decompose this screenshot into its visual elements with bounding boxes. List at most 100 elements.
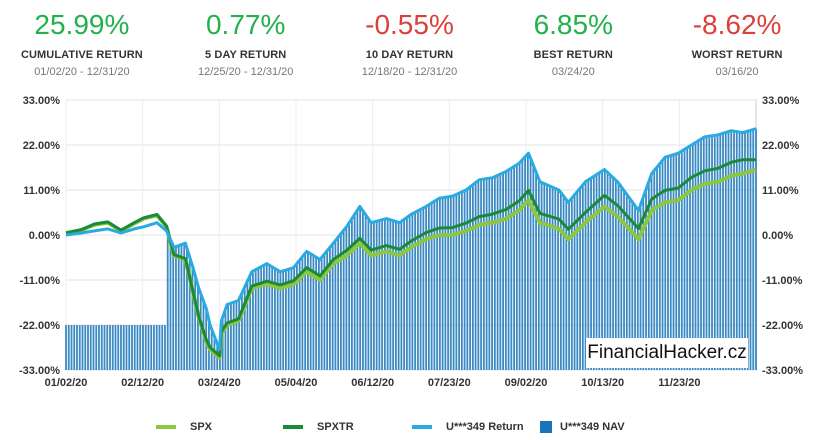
nav-bar (95, 325, 98, 370)
legend-swatch-return (412, 425, 432, 429)
nav-bar (337, 237, 340, 370)
y-tick-label-right: -11.00% (762, 275, 803, 287)
nav-bar (87, 325, 89, 370)
nav-bar (153, 325, 155, 370)
y-tick-label-left: 33.00% (23, 95, 61, 107)
nav-bar (397, 222, 400, 370)
nav-bar (667, 156, 669, 370)
nav-bar (359, 206, 362, 370)
nav-bar (372, 221, 375, 370)
nav-bar (227, 304, 230, 370)
nav-bar (361, 210, 364, 370)
x-tick-label: 05/04/20 (275, 377, 318, 389)
legend-item-spxtr[interactable]: SPXTR (283, 418, 354, 436)
nav-bar (356, 210, 359, 370)
nav-bar (543, 183, 546, 370)
nav-bar (669, 155, 672, 370)
nav-bar (405, 217, 408, 370)
nav-bar (612, 177, 614, 370)
nav-bar (114, 325, 117, 370)
stat-period: 12/18/20 - 12/31/20 (361, 66, 458, 78)
nav-bar (513, 166, 515, 370)
stat-cumulative-return: 25.99% CUMULATIVE RETURN 01/02/20 - 12/3… (0, 0, 164, 79)
y-tick-label-right: 33.00% (762, 95, 800, 107)
nav-bar (265, 263, 268, 370)
nav-bar (466, 188, 469, 370)
nav-bar (197, 285, 199, 370)
nav-bar (444, 197, 447, 370)
nav-bar (623, 190, 625, 370)
nav-bar (529, 158, 532, 370)
nav-bar (147, 325, 150, 370)
legend-item-u349-nav[interactable]: U***349 NAV (540, 418, 625, 436)
nav-bar (414, 212, 417, 370)
nav-bar (296, 263, 298, 370)
nav-bar (133, 325, 136, 370)
stat-label: WORST RETURN (691, 49, 783, 61)
nav-bar (235, 301, 238, 370)
x-tick-label: 02/12/20 (121, 377, 164, 389)
nav-bar (469, 186, 472, 370)
nav-bar (526, 153, 529, 370)
legend-label: U***349 NAV (560, 421, 625, 433)
nav-bar (260, 266, 263, 370)
nav-bar (408, 215, 411, 370)
legend-item-u349-return[interactable]: U***349 Return (412, 418, 524, 436)
nav-bar (323, 254, 326, 370)
nav-bar (98, 325, 100, 370)
nav-bar (584, 181, 587, 370)
nav-bar (194, 275, 197, 370)
nav-bar (502, 172, 504, 370)
nav-bar (427, 204, 430, 370)
stat-value: 6.85% (533, 9, 613, 40)
legend-label: SPX (190, 421, 213, 433)
stat-value: 0.77% (205, 9, 286, 40)
nav-bar (353, 214, 356, 370)
nav-bar (155, 325, 158, 370)
nav-bar (285, 270, 287, 370)
nav-bar (117, 325, 120, 370)
legend-item-spx[interactable]: SPX (156, 418, 212, 436)
nav-bar (614, 180, 617, 370)
nav-bar (287, 269, 290, 370)
nav-bar (521, 159, 524, 370)
nav-bar (477, 180, 480, 370)
nav-bar (309, 253, 312, 370)
nav-bar (496, 175, 499, 370)
nav-bar (480, 179, 482, 370)
nav-bar (620, 186, 623, 370)
watermark-financialhacker: FinancialHacker.cz (586, 338, 748, 368)
nav-bar (268, 265, 271, 370)
series-line-u-349-return (65, 127, 757, 351)
nav-bar (482, 179, 485, 370)
nav-bar (433, 201, 436, 370)
nav-bar (367, 218, 370, 370)
stat-label: BEST RETURN (533, 49, 613, 61)
nav-bar (656, 167, 658, 370)
nav-bar (702, 137, 705, 370)
nav-bar (733, 131, 735, 370)
nav-bar (293, 266, 296, 370)
nav-bar (177, 245, 180, 370)
y-tick-label-left: 22.00% (23, 140, 61, 152)
stat-best-return: 6.85% BEST RETURN 03/24/20 (491, 0, 655, 79)
nav-bar (658, 163, 661, 370)
nav-bar (504, 171, 507, 370)
nav-bar (383, 219, 386, 370)
stat-period: 03/16/20 (715, 66, 759, 78)
nav-bar (169, 239, 172, 370)
nav-bar (537, 179, 540, 370)
nav-bar (100, 325, 103, 370)
nav-bar (686, 147, 689, 370)
nav-bar (65, 325, 67, 370)
stat-value: 25.99% (34, 9, 130, 40)
nav-bar (120, 325, 122, 370)
nav-bar (678, 152, 680, 370)
nav-bar (348, 222, 351, 370)
nav-bar (241, 293, 243, 370)
nav-bar (350, 218, 353, 370)
stat-period: 12/25/20 - 12/31/20 (197, 66, 294, 78)
nav-bar (705, 136, 708, 370)
nav-bar (535, 172, 537, 370)
stat-5-day-return: 0.77% 5 DAY RETURN 12/25/20 - 12/31/20 (164, 0, 328, 79)
